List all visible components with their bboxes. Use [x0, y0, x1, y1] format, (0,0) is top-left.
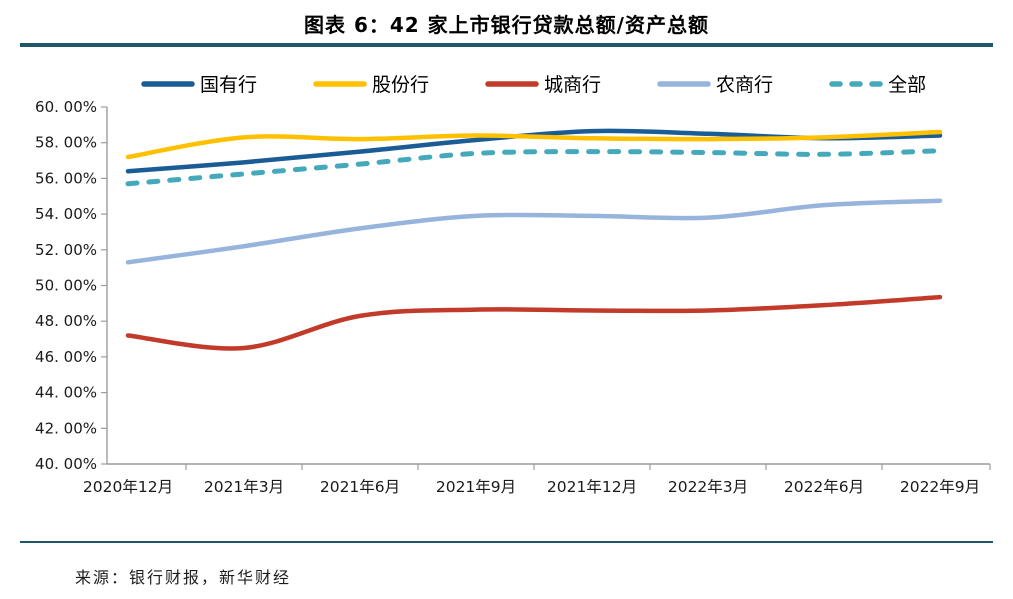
x-tick-label: 2021年9月: [436, 478, 516, 496]
y-tick-label: 48. 00%: [35, 312, 97, 330]
series-line-1: [125, 129, 943, 160]
y-tick-label: 46. 00%: [35, 348, 97, 366]
legend-swatch-icon: [829, 80, 883, 87]
title-divider: [20, 43, 993, 47]
y-tick-label: 52. 00%: [35, 241, 97, 259]
source-note: 来源：银行财报，新华财经: [75, 570, 292, 587]
x-tick-label: 2021年12月: [547, 478, 637, 496]
footer-divider: [20, 541, 993, 543]
y-tick-label: 44. 00%: [35, 384, 97, 402]
y-tick-label: 50. 00%: [35, 277, 97, 295]
series-line-4: [125, 148, 943, 187]
legend-label: 股份行: [372, 74, 430, 96]
x-tick-label: 2022年3月: [668, 478, 748, 496]
legend-item-2: 城商行: [485, 70, 601, 97]
y-tick-label: 54. 00%: [35, 205, 97, 223]
legend-label: 国有行: [200, 74, 258, 96]
x-tick-label: 2020年12月: [83, 478, 173, 496]
legend-item-1: 股份行: [313, 70, 429, 97]
legend-item-3: 农商行: [657, 70, 773, 97]
x-tick-label: 2022年6月: [784, 478, 864, 496]
legend-item-0: 国有行: [141, 70, 257, 97]
line-chart: 60. 00% 58. 00% 56. 00% 54. 00% 52. 00% 50. 0…: [35, 98, 991, 496]
y-tick-label: 60. 00%: [35, 98, 97, 116]
legend-item-4: 全部: [829, 70, 926, 97]
legend-swatch-icon: [313, 80, 367, 87]
legend-swatch-icon: [141, 80, 195, 87]
y-tick-label: 42. 00%: [35, 419, 97, 437]
legend-swatch-icon: [485, 80, 539, 87]
series-line-2: [125, 294, 943, 351]
legend-label: 城商行: [544, 74, 602, 96]
legend-label: 全部: [888, 74, 927, 96]
x-tick-label: 2022年9月: [900, 478, 980, 496]
chart-title: 图表 6：42 家上市银行贷款总额/资产总额: [304, 13, 709, 37]
chart-legend: 国有行 股份行 城商行 农商行 全部: [141, 70, 926, 97]
legend-swatch-icon: [657, 80, 711, 87]
x-tick-label: 2021年6月: [320, 478, 400, 496]
y-tick-label: 58. 00%: [35, 134, 97, 152]
y-tick-label: 56. 00%: [35, 169, 97, 187]
series-line-3: [125, 198, 943, 265]
x-tick-label: 2021年3月: [204, 478, 284, 496]
legend-label: 农商行: [716, 74, 774, 96]
y-tick-label: 40. 00%: [35, 455, 97, 473]
